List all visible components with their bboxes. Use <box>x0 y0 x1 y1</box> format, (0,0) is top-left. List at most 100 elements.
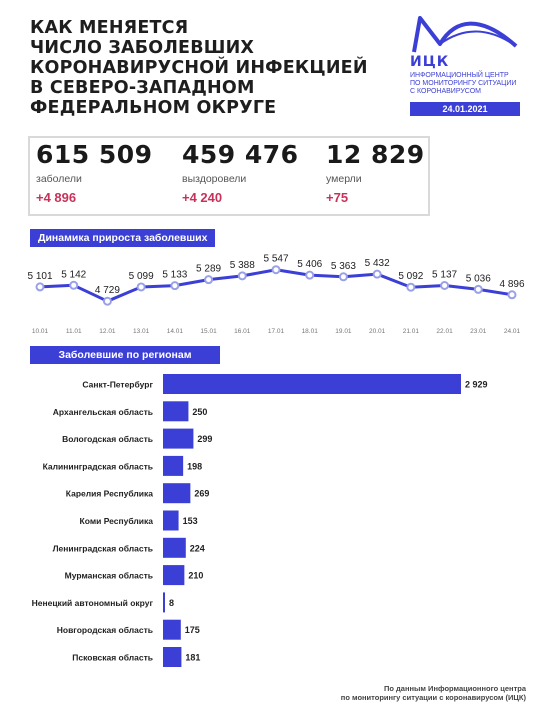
data-label: 4 896 <box>499 279 524 290</box>
x-tick-label: 15.01 <box>200 328 217 335</box>
data-point <box>338 272 348 282</box>
x-tick-label: 12.01 <box>99 328 116 335</box>
bar-chart: Санкт-Петербург 2 929 Архангельская област… <box>32 374 488 667</box>
data-point <box>271 265 281 275</box>
x-tick-label: 21.01 <box>403 328 420 335</box>
title-line: КАК МЕНЯЕТСЯ <box>30 18 189 38</box>
data-label: 5 289 <box>196 264 221 275</box>
value-label: 2 929 <box>465 380 488 390</box>
regions-section-title: Заболевшие по регионам <box>30 346 220 364</box>
data-label: 5 036 <box>466 273 491 284</box>
data-point <box>305 270 315 280</box>
category-label: Псковская область <box>72 653 153 663</box>
data-point <box>136 282 146 292</box>
stat-cases: 615 509 заболели +4 896 <box>36 138 153 205</box>
bar <box>163 483 191 504</box>
data-label: 5 432 <box>365 258 390 269</box>
data-point <box>69 280 79 290</box>
stat-value: 615 509 <box>36 140 153 169</box>
dynamics-section-title: Динамика прироста заболевших <box>30 229 216 247</box>
data-point <box>204 275 214 285</box>
category-label: Архангельская область <box>53 407 153 417</box>
footer-source: По данным Информационного центра по мони… <box>341 684 526 702</box>
data-label: 5 137 <box>432 270 457 281</box>
page-title: КАК МЕНЯЕТСЯ ЧИСЛО ЗАБОЛЕВШИХ КОРОНАВИРУ… <box>30 18 370 118</box>
stat-deaths: 12 829 умерли +75 <box>326 138 425 205</box>
category-label: Ленинградская область <box>53 543 153 553</box>
date-badge: 24.01.2021 <box>410 102 520 116</box>
category-label: Коми Республика <box>80 516 154 526</box>
data-point <box>473 284 483 294</box>
line-chart: 5 101 10.01 5 142 11.01 4 729 12.01 5 099 13.01… <box>27 254 524 335</box>
data-label: 5 547 <box>263 254 288 265</box>
category-label: Вологодская область <box>62 434 153 444</box>
bar <box>163 537 186 558</box>
x-tick-label: 14.01 <box>167 328 184 335</box>
stat-delta: +75 <box>326 190 349 205</box>
x-tick-label: 11.01 <box>66 328 82 335</box>
stat-recovered: 459 476 выздоровели +4 240 <box>182 138 299 205</box>
value-label: 198 <box>187 461 202 471</box>
data-point <box>372 269 382 279</box>
bar <box>163 455 184 476</box>
logo-abbr: ИЦК <box>410 54 450 70</box>
x-tick-label: 23.01 <box>470 328 487 335</box>
data-label: 5 101 <box>27 271 52 282</box>
x-tick-label: 16.01 <box>234 328 251 335</box>
data-point <box>406 282 416 292</box>
data-label: 5 133 <box>162 270 187 281</box>
category-label: Калининградская область <box>43 461 153 471</box>
data-label: 4 729 <box>95 285 120 296</box>
data-point <box>440 281 450 290</box>
data-label: 5 406 <box>297 259 322 270</box>
footer-line: по мониторингу ситуации с коронавирусом … <box>340 693 526 702</box>
logo-text: ИНФОРМАЦИОННЫЙ ЦЕНТР ПО МОНИТОРИНГУ СИТУ… <box>410 72 525 96</box>
category-label: Санкт-Петербург <box>82 380 153 390</box>
value-label: 153 <box>183 516 198 526</box>
category-label: Ненецкий автономный округ <box>32 598 154 608</box>
stat-delta: +4 896 <box>36 190 77 205</box>
x-tick-label: 24.01 <box>504 328 521 335</box>
value-label: 181 <box>185 653 200 663</box>
stat-label: заболели <box>36 173 82 185</box>
data-label: 5 388 <box>230 260 255 271</box>
bar <box>163 510 179 531</box>
stat-label: умерли <box>326 173 362 185</box>
value-label: 269 <box>194 489 209 499</box>
x-tick-label: 10.01 <box>32 328 49 335</box>
bar <box>163 428 194 449</box>
data-point <box>35 282 45 292</box>
x-tick-label: 20.01 <box>369 328 386 335</box>
data-point <box>507 290 517 300</box>
x-tick-label: 22.01 <box>436 328 453 335</box>
x-tick-label: 17.01 <box>268 328 285 335</box>
bar <box>163 647 182 667</box>
value-label: 8 <box>169 598 174 608</box>
data-point <box>102 296 112 306</box>
value-label: 250 <box>192 407 207 417</box>
data-label: 5 363 <box>331 261 356 272</box>
data-label: 5 142 <box>61 269 86 280</box>
title-line: ФЕДЕРАЛЬНОМ ОКРУГЕ <box>30 98 277 118</box>
data-point <box>170 281 180 291</box>
title-line: ЧИСЛО ЗАБОЛЕВШИХ <box>30 38 255 58</box>
logo-wave-icon <box>412 16 518 53</box>
bar <box>163 565 185 586</box>
logo: ИЦК ИНФОРМАЦИОННЫЙ ЦЕНТР ПО МОНИТОРИНГУ … <box>410 14 525 116</box>
data-point <box>237 271 247 281</box>
category-label: Мурманская область <box>65 571 153 581</box>
value-label: 299 <box>197 434 212 444</box>
logo-text-line: С КОРОНАВИРУСОМ <box>410 88 481 95</box>
x-tick-label: 19.01 <box>335 328 352 335</box>
bar <box>163 592 165 613</box>
value-label: 210 <box>188 571 203 581</box>
category-label: Новгородская область <box>57 625 153 635</box>
logo-text-line: ИНФОРМАЦИОННЫЙ ЦЕНТР <box>410 72 509 79</box>
title-line: КОРОНАВИРУСНОЙ ИНФЕКЦИЕЙ <box>30 58 368 78</box>
data-label: 5 092 <box>398 271 423 282</box>
x-tick-label: 18.01 <box>302 328 319 335</box>
stat-value: 459 476 <box>182 140 299 169</box>
bar <box>163 401 189 422</box>
value-label: 224 <box>190 543 205 553</box>
stat-delta: +4 240 <box>182 190 223 205</box>
